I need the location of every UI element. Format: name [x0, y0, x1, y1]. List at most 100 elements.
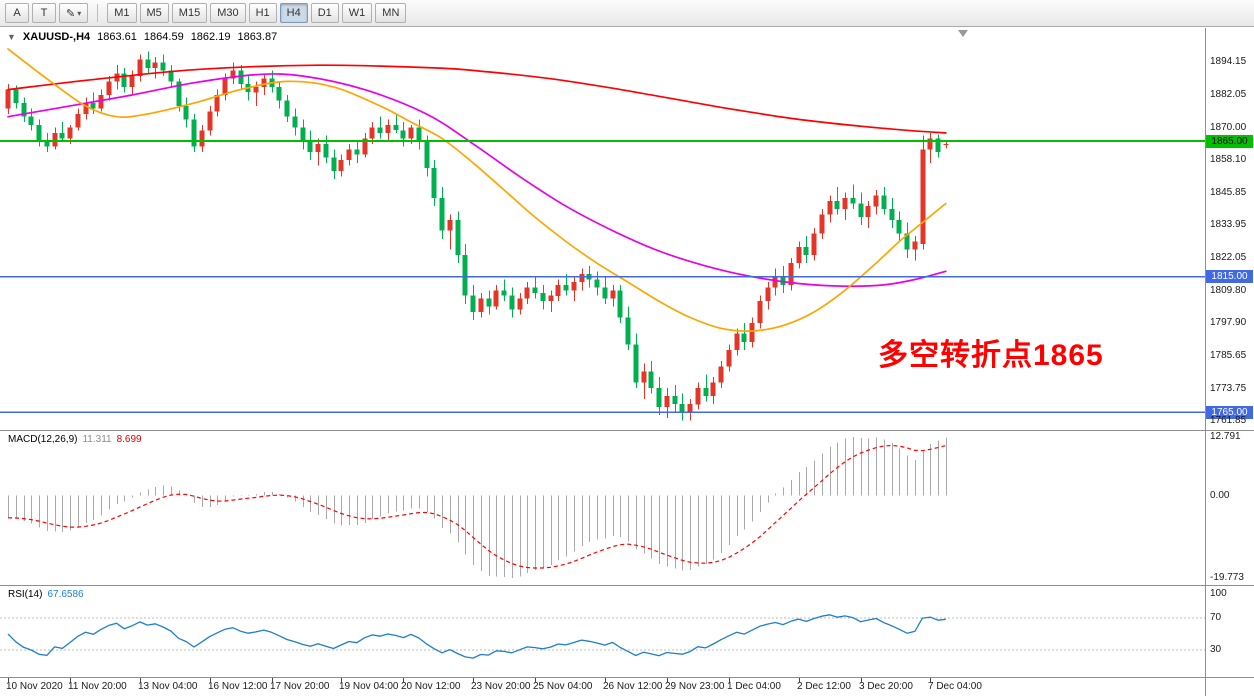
candle	[346, 143, 352, 166]
time-tick	[667, 678, 668, 682]
timeframe-button-m5[interactable]: M5	[139, 3, 169, 23]
quick-trade-toggle-icon[interactable]: ▼	[7, 32, 16, 42]
candle-body	[827, 200, 833, 215]
frame-tool-button[interactable]: T	[32, 3, 56, 23]
candle-body	[594, 279, 600, 288]
main-chart-canvas[interactable]	[0, 28, 1205, 430]
candle-body	[718, 366, 724, 383]
candle-body	[75, 114, 81, 128]
time-tick	[70, 678, 71, 682]
candle-body	[346, 149, 352, 161]
candle	[749, 317, 755, 348]
time-tick	[210, 678, 211, 682]
candle-body	[331, 157, 337, 171]
candle	[323, 135, 329, 163]
candle-body	[207, 111, 213, 131]
time-tick	[729, 678, 730, 682]
candle-body	[470, 295, 476, 312]
candle	[416, 119, 422, 150]
candle	[21, 97, 27, 123]
time-label: 7 Dec 04:00	[928, 681, 982, 692]
candle	[83, 97, 89, 120]
candle	[292, 108, 298, 136]
candle-body	[129, 76, 135, 87]
timeframe-button-w1[interactable]: W1	[341, 3, 373, 23]
timeframe-button-m15[interactable]: M15	[171, 3, 208, 23]
candle	[912, 236, 918, 261]
rsi-panel-canvas[interactable]	[0, 586, 1205, 677]
candle	[540, 284, 546, 310]
timeframe-button-mn[interactable]: MN	[375, 3, 407, 23]
candle	[858, 192, 864, 226]
candle	[424, 135, 430, 177]
ohlc-open: 1863.61	[97, 31, 137, 43]
candle	[741, 322, 747, 350]
candle-body	[462, 255, 468, 296]
candle	[106, 76, 112, 101]
price-tick: 1894.15	[1210, 56, 1247, 68]
candle	[865, 200, 871, 228]
candle-body	[486, 298, 492, 307]
time-label: 26 Nov 12:00	[603, 681, 663, 692]
candle-body	[796, 246, 802, 264]
candle-body	[13, 89, 19, 104]
annotation-text[interactable]: 多空转折点1865	[878, 339, 1104, 372]
candle-body	[532, 287, 538, 293]
candle	[920, 135, 926, 250]
macd-panel-canvas[interactable]	[0, 431, 1205, 585]
candle-body	[98, 95, 104, 109]
candle-body	[579, 274, 585, 283]
timeframe-button-m30[interactable]: M30	[210, 3, 246, 23]
candle-body	[610, 290, 616, 299]
candle	[486, 290, 492, 315]
candle	[385, 119, 391, 142]
candle	[207, 105, 213, 136]
candle	[59, 122, 65, 142]
time-label: 2 Dec 12:00	[797, 681, 851, 692]
candle-body	[145, 59, 151, 68]
timeframe-button-m1[interactable]: M1	[107, 3, 137, 23]
candle	[315, 138, 321, 166]
draw-tool-button[interactable]: ✎ ▾	[59, 3, 89, 23]
candle	[354, 141, 360, 163]
candle-body	[152, 62, 158, 68]
candle	[145, 51, 151, 74]
price-tick: 1773.75	[1210, 382, 1247, 394]
candle	[478, 293, 484, 318]
timeframe-button-h1[interactable]: H1	[248, 3, 277, 23]
candle-body	[106, 81, 112, 95]
time-axis[interactable]: 10 Nov 2020 11 Nov 20:00 13 Nov 04:00 16 No…	[0, 678, 1205, 696]
candle-body	[493, 290, 499, 307]
candle	[176, 78, 182, 112]
candle-body	[734, 333, 740, 350]
candle	[827, 195, 833, 223]
candle	[455, 211, 461, 264]
candle	[602, 276, 608, 304]
candle-body	[641, 371, 647, 383]
candle-body	[28, 116, 34, 125]
price-tick: 1761.85	[1210, 414, 1247, 426]
candle-body	[772, 276, 778, 288]
candle	[524, 282, 530, 304]
timeframe-button-d1[interactable]: D1	[310, 3, 339, 23]
candle	[943, 142, 949, 149]
candle	[121, 67, 127, 93]
candle-body	[59, 133, 65, 139]
candle	[850, 184, 856, 209]
price-axis[interactable]: 1865.00 1815.00 1765.00 1894.15 1882.05 1870.…	[1206, 28, 1254, 696]
candle-body	[214, 95, 220, 112]
panel-separator-rsi	[0, 585, 1254, 586]
candle-body	[90, 103, 96, 109]
candle-body	[757, 301, 763, 323]
ma-fast-orange-line	[7, 48, 947, 332]
candle-body	[276, 86, 282, 101]
candle	[509, 287, 515, 318]
candle-body	[780, 276, 786, 285]
price-tick: 1845.85	[1210, 187, 1247, 199]
candle	[532, 276, 538, 299]
timeframe-button-h4[interactable]: H4	[279, 3, 308, 23]
candle	[889, 198, 895, 228]
text-tool-button[interactable]: A	[5, 3, 29, 23]
candle	[757, 295, 763, 329]
candle-body	[199, 130, 205, 147]
